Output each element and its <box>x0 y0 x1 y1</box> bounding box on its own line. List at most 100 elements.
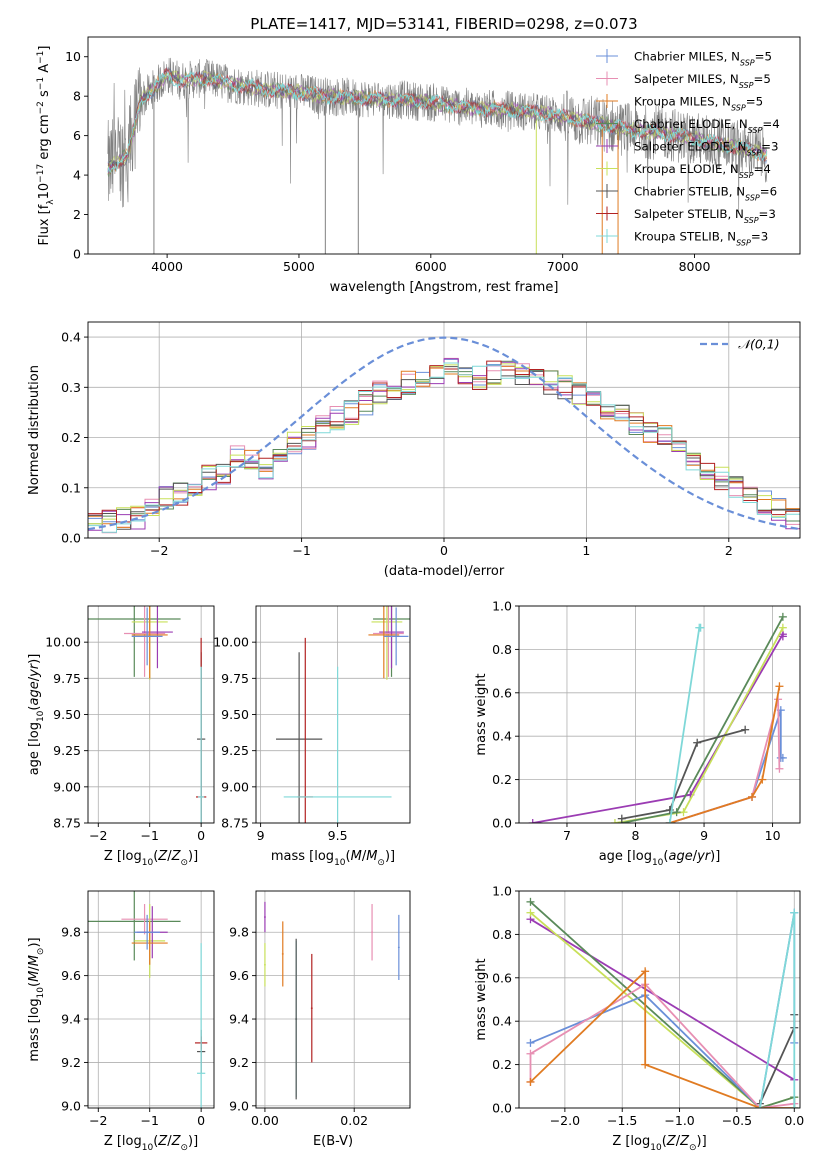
legend-label: Chabrier ELODIE, NSSP=4 <box>634 117 780 135</box>
x-tick-label: −2 <box>89 828 107 843</box>
x-tick-label: −1 <box>140 1113 158 1128</box>
mass-weight-series-line <box>529 901 796 1108</box>
x-tick-label: −1.0 <box>664 1113 694 1128</box>
y-tick-label: 1.0 <box>492 884 512 899</box>
x-axis-label: wavelength [Angstrom, rest frame] <box>330 280 559 295</box>
x-tick-label: 0 <box>197 1113 205 1128</box>
y-tick-label: 9.6 <box>61 968 81 983</box>
y-tick-label: 0.8 <box>492 927 512 942</box>
x-axis-label: mass [log10(M/M⊙)] <box>271 849 395 868</box>
x-tick-label: −2 <box>89 1113 107 1128</box>
x-axis-label: (data-model)/error <box>384 564 505 579</box>
mass-weight-vs-Z-plot-area <box>526 897 799 1108</box>
y-axis-label: Normed distribution <box>27 365 42 495</box>
x-tick-label: −1.5 <box>607 1113 637 1128</box>
mass-weight-series-line <box>621 728 746 820</box>
legend-label: Chabrier STELIB, NSSP=6 <box>634 185 777 203</box>
x-tick-label: 9.5 <box>328 828 348 843</box>
y-tick-label: 9.50 <box>221 707 249 722</box>
y-tick-label: 10 <box>65 49 81 64</box>
x-tick-label: 1 <box>582 543 590 558</box>
mass-weight-series-line <box>530 918 795 1081</box>
x-tick-label: 8 <box>632 828 640 843</box>
axes-frame <box>87 36 801 255</box>
x-axis-label: Z [log10(Z/Z⊙)] <box>612 1134 706 1153</box>
x-tick-label: 9 <box>257 828 265 843</box>
spectrum-model-line <box>107 67 768 171</box>
mass-weight-series-line <box>668 626 701 823</box>
legend-label: 𝒩(0,1) <box>738 337 780 352</box>
mass-weight-series-line <box>759 912 796 1108</box>
y-tick-label: 8.75 <box>53 816 81 831</box>
axes-frame <box>518 605 801 824</box>
x-tick-label: −2 <box>150 543 168 558</box>
y-tick-label: 9.8 <box>61 925 81 940</box>
y-tick-label: 0.4 <box>492 1014 512 1029</box>
x-tick-label: 6000 <box>415 259 447 274</box>
x-tick-label: 0.00 <box>251 1113 279 1128</box>
y-tick-label: 9.50 <box>53 707 81 722</box>
x-tick-label: 7000 <box>547 259 579 274</box>
axes-frame <box>87 890 215 1109</box>
y-tick-label: 0.4 <box>61 330 81 345</box>
y-tick-label: 0.0 <box>492 1101 512 1116</box>
y-tick-label: 0.4 <box>492 729 512 744</box>
y-tick-label: 10.00 <box>45 635 81 650</box>
mass-weight-series-line <box>530 912 796 1108</box>
y-tick-label: 2 <box>73 207 81 222</box>
x-tick-label: −1 <box>140 828 158 843</box>
mass-weight-vs-age-plot-area <box>528 612 787 823</box>
spectrum-model-line <box>107 70 768 174</box>
mass-weight-series-line <box>529 969 795 1108</box>
y-tick-label: 0 <box>73 247 81 262</box>
y-tick-label: 0.2 <box>492 772 512 787</box>
y-axis-label: Flux [fλ10−17 erg cm−2 s−1 A−1] <box>36 46 56 246</box>
x-tick-label: 7 <box>563 828 571 843</box>
axes-frame <box>518 890 801 1109</box>
spectrum-plot-area <box>107 57 768 254</box>
y-axis-label: mass weight <box>474 958 489 1040</box>
y-tick-label: 1.0 <box>492 599 512 614</box>
legend-label: Salpeter ELODIE, NSSP=3 <box>634 140 779 158</box>
x-tick-label: 2 <box>725 543 733 558</box>
y-axis-label: age [log10(age/yr)] <box>27 654 46 776</box>
x-tick-label: 0 <box>197 828 205 843</box>
legend-label: Kroupa ELODIE, NSSP=4 <box>634 162 771 180</box>
y-tick-label: 9.25 <box>221 743 249 758</box>
panel-residuals: −2 −1 0 1 2 0.0 0.1 0.2 0.3 0.4 (data-model)/error… <box>27 321 801 579</box>
y-tick-label: 9.00 <box>221 779 249 794</box>
y-tick-label: 9.8 <box>229 925 249 940</box>
residuals-plot-area <box>88 336 800 534</box>
x-tick-label: 9 <box>700 828 708 843</box>
y-tick-label: 6 <box>73 128 81 143</box>
y-tick-label: 9.00 <box>53 779 81 794</box>
y-tick-label: 9.75 <box>221 671 249 686</box>
legend-label: Kroupa STELIB, NSSP=3 <box>634 230 768 248</box>
y-tick-label: 9.4 <box>229 1012 249 1027</box>
x-tick-label: 0.02 <box>340 1113 368 1128</box>
y-tick-label: 10.00 <box>213 635 249 650</box>
y-tick-label: 9.6 <box>229 968 249 983</box>
y-tick-label: 9.2 <box>61 1055 81 1070</box>
y-tick-label: 8.75 <box>221 816 249 831</box>
x-axis-label: E(B-V) <box>313 1134 353 1149</box>
panel-mass-vs-EBV: 0.00 0.02 9.0 9.2 9.4 9.6 9.8 E(B-V) <box>229 890 411 1149</box>
x-tick-label: 10 <box>765 828 781 843</box>
panel-age-vs-mass: 9 9.5 8.75 9.00 9.25 9.50 9.75 10.00 mass [log10… <box>213 605 411 868</box>
mass-vs-EBV-plot-area <box>264 901 400 1100</box>
residual-histogram-step <box>88 362 800 533</box>
y-tick-label: 0.2 <box>492 1057 512 1072</box>
x-tick-label: 4000 <box>151 259 183 274</box>
y-tick-label: 0.8 <box>492 642 512 657</box>
x-axis-label: Z [log10(Z/Z⊙)] <box>104 1134 198 1153</box>
x-tick-label: 0.0 <box>784 1113 804 1128</box>
panel-mass-weight-vs-Z: −2.0 −1.5 −1.0 −0.5 0.0 0.0 0.2 0.4 0.6 0.8 1.0 Z [… <box>474 884 804 1154</box>
y-tick-label: 0.6 <box>492 970 512 985</box>
y-tick-label: 9.75 <box>53 671 81 686</box>
y-tick-label: 0.6 <box>492 685 512 700</box>
y-tick-label: 0.1 <box>61 480 81 495</box>
x-axis-label: age [log10(age/yr)] <box>599 849 721 868</box>
y-tick-label: 9.0 <box>61 1098 81 1113</box>
